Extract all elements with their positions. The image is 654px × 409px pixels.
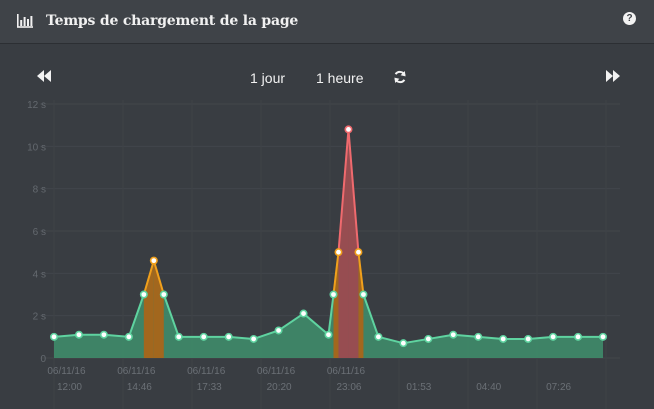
data-point xyxy=(424,334,433,343)
bad-area xyxy=(348,129,359,358)
series-line-segment xyxy=(337,129,350,253)
data-point xyxy=(374,332,383,341)
panel-header: Temps de chargement de la page ? xyxy=(0,0,654,44)
x-tick-label: 20:20 xyxy=(267,382,292,393)
panel-title: Temps de chargement de la page xyxy=(46,13,299,29)
x-tick-label: 23:06 xyxy=(336,382,361,393)
series-line-segment xyxy=(327,294,335,335)
range-1-hour-button[interactable]: 1 heure xyxy=(316,70,364,86)
data-point xyxy=(149,256,158,265)
data-point xyxy=(99,330,108,339)
x-tick-label: 17:33 xyxy=(197,382,222,393)
fast-forward-icon[interactable] xyxy=(606,70,620,82)
y-tick-label: 12 s xyxy=(27,100,46,111)
series-line-segment xyxy=(103,333,129,338)
x-tick-label: 12:00 xyxy=(57,382,82,393)
data-point xyxy=(124,332,133,341)
data-point xyxy=(598,332,607,341)
data-point xyxy=(324,330,333,339)
series-line-segment xyxy=(302,312,330,336)
series-line-segment xyxy=(142,260,155,295)
x-tick-label: 07:26 xyxy=(546,382,571,393)
warn-area xyxy=(153,260,164,358)
time-range-toolbar: 1 jour 1 heure xyxy=(0,62,654,92)
data-point xyxy=(224,332,233,341)
y-tick-label: 10 s xyxy=(27,142,46,153)
data-point xyxy=(74,330,83,339)
data-point xyxy=(354,248,363,257)
series-line-segment xyxy=(528,335,554,340)
data-point xyxy=(449,330,458,339)
series-line-segment xyxy=(162,294,180,338)
series-line-segment xyxy=(253,329,279,340)
series-line-segment xyxy=(228,335,254,340)
series-line-segment xyxy=(347,129,360,253)
y-tick-label: 6 s xyxy=(33,227,46,238)
range-1-day-button[interactable]: 1 jour xyxy=(250,70,286,86)
series-line-segment xyxy=(362,294,380,338)
data-point xyxy=(334,248,343,257)
x-tick-label: 06/11/16 xyxy=(47,366,86,377)
x-tick-label: 06/11/16 xyxy=(187,366,226,377)
warn-area xyxy=(333,252,339,358)
bar-chart-icon xyxy=(17,14,33,28)
refresh-icon[interactable] xyxy=(393,70,407,84)
y-tick-label: 8 s xyxy=(33,185,46,196)
data-point xyxy=(399,339,408,348)
series-line-segment xyxy=(453,333,479,338)
series-line-segment xyxy=(428,333,454,340)
series-line-segment xyxy=(378,335,404,345)
data-point xyxy=(474,332,483,341)
series-line-segment xyxy=(332,252,340,295)
warn-area xyxy=(143,260,154,358)
data-point xyxy=(549,332,558,341)
data-point xyxy=(524,334,533,343)
data-point xyxy=(139,290,148,299)
data-point xyxy=(174,332,183,341)
data-point xyxy=(329,290,338,299)
good-area xyxy=(54,129,603,358)
series-line-segment xyxy=(403,337,429,345)
series-line-segment xyxy=(127,294,145,338)
y-tick-label: 4 s xyxy=(33,269,46,280)
series-line-segment xyxy=(152,260,165,295)
series-line-segment xyxy=(278,312,305,332)
data-point xyxy=(299,309,308,318)
data-point xyxy=(499,334,508,343)
data-point xyxy=(574,332,583,341)
data-point xyxy=(359,290,368,299)
series-line-segment xyxy=(53,333,80,338)
data-point xyxy=(274,326,283,335)
warn-area xyxy=(358,252,364,358)
y-tick-label: 2 s xyxy=(33,312,46,323)
data-point xyxy=(159,290,168,299)
series-line-segment xyxy=(357,252,365,295)
x-tick-label: 06/11/16 xyxy=(117,366,156,377)
x-tick-label: 01:53 xyxy=(406,382,431,393)
x-tick-label: 06/11/16 xyxy=(327,366,366,377)
x-tick-label: 04:40 xyxy=(476,382,501,393)
data-point xyxy=(199,332,208,341)
data-point xyxy=(249,334,258,343)
bad-area xyxy=(338,129,349,358)
x-tick-label: 06/11/16 xyxy=(257,366,296,377)
data-point xyxy=(49,332,58,341)
fast-backward-icon[interactable] xyxy=(37,70,51,82)
question-circle-icon[interactable]: ? xyxy=(623,12,636,25)
y-tick-label: 0 xyxy=(40,354,46,365)
series-line-segment xyxy=(478,335,504,340)
data-point xyxy=(344,125,353,134)
x-tick-label: 14:46 xyxy=(127,382,152,393)
